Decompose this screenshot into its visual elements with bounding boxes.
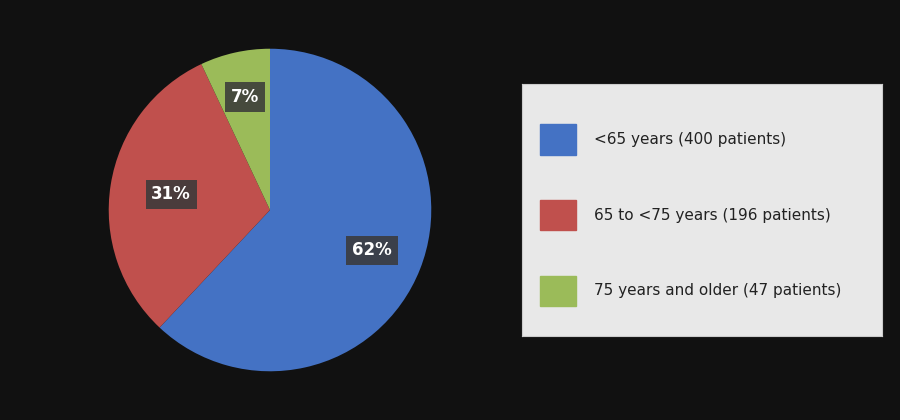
Text: <65 years (400 patients): <65 years (400 patients) [594, 132, 786, 147]
Wedge shape [109, 64, 270, 328]
Text: 31%: 31% [151, 185, 191, 203]
Text: 7%: 7% [230, 88, 259, 106]
Text: 65 to <75 years (196 patients): 65 to <75 years (196 patients) [594, 207, 831, 223]
Bar [540, 124, 576, 155]
Text: 62%: 62% [352, 241, 392, 260]
Bar [540, 276, 576, 306]
Wedge shape [202, 49, 270, 210]
Bar [540, 200, 576, 230]
Wedge shape [159, 49, 431, 371]
Text: 75 years and older (47 patients): 75 years and older (47 patients) [594, 283, 842, 298]
